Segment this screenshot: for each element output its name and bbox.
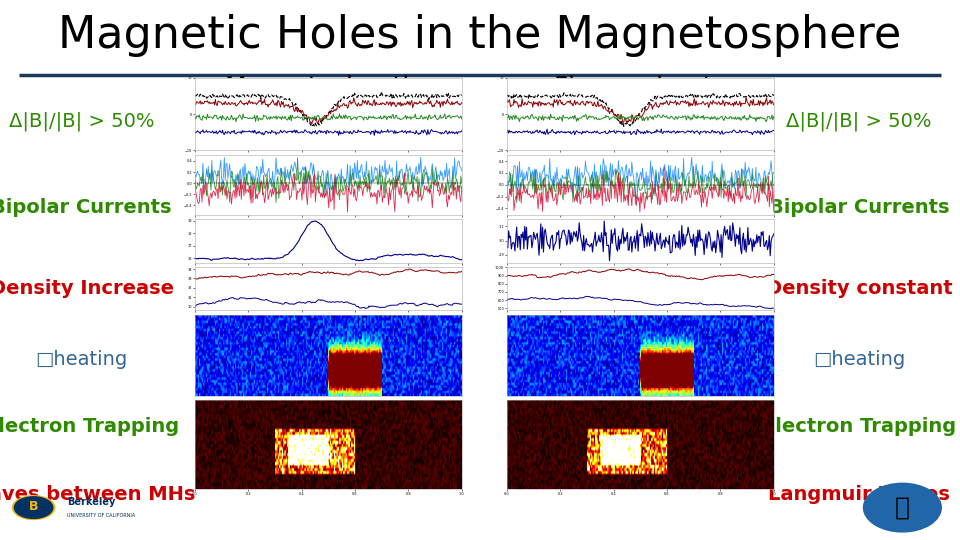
Te,para	[660, 301, 672, 308]
Te,perp	[768, 271, 780, 278]
Te,perp	[502, 272, 514, 279]
Te,perp	[353, 268, 365, 274]
Te,perp	[456, 268, 468, 274]
Line: Te,perp: Te,perp	[195, 269, 462, 279]
Text: Magnetic Holes in the Magnetosphere: Magnetic Holes in the Magnetosphere	[59, 14, 901, 57]
Te,perp	[665, 273, 677, 279]
Te,para	[348, 301, 360, 308]
Te,perp	[189, 275, 201, 282]
Te,para	[581, 293, 592, 300]
Text: Bipolar Currents: Bipolar Currents	[0, 198, 172, 218]
Te,perp	[728, 272, 739, 279]
Text: Δ|B|/|B| > 50%: Δ|B|/|B| > 50%	[786, 112, 932, 131]
Te,para	[189, 303, 201, 309]
Text: Electron Trapping: Electron Trapping	[762, 417, 956, 436]
Te,perp	[416, 267, 427, 274]
Text: Density Increase: Density Increase	[0, 279, 174, 299]
Text: Δ|B|/|B| > 50%: Δ|B|/|B| > 50%	[9, 112, 155, 131]
Text: Magnetosheath: Magnetosheath	[225, 76, 419, 99]
Te,perp	[660, 272, 671, 279]
Text: □heating: □heating	[36, 349, 128, 369]
Te,para	[416, 301, 427, 308]
Te,para	[660, 301, 671, 308]
Te,perp	[501, 272, 513, 279]
Te,perp	[348, 269, 360, 275]
Te,perp	[403, 266, 415, 272]
Te,para	[665, 301, 677, 307]
Text: Waves between MHs: Waves between MHs	[0, 484, 195, 504]
Te,para	[456, 301, 468, 307]
Te,perp	[660, 272, 672, 279]
Circle shape	[12, 496, 55, 519]
Te,para	[727, 303, 738, 309]
Text: UNIVERSITY OF CALIFORNIA: UNIVERSITY OF CALIFORNIA	[67, 513, 135, 518]
Te,perp	[192, 276, 204, 282]
Te,para	[433, 302, 444, 309]
Te,para	[768, 305, 780, 312]
Text: B: B	[29, 500, 38, 513]
Te,perp	[433, 268, 444, 274]
Line: Te,para: Te,para	[195, 298, 462, 308]
Text: Bipolar Currents: Bipolar Currents	[769, 198, 949, 218]
Te,para	[501, 296, 513, 303]
Te,perp	[348, 270, 359, 276]
Te,para	[502, 296, 514, 302]
Text: Plasmasheet: Plasmasheet	[554, 76, 713, 99]
Text: □heating: □heating	[813, 349, 905, 369]
Te,para	[353, 305, 365, 311]
Text: Density constant: Density constant	[766, 279, 952, 299]
Circle shape	[864, 483, 941, 532]
Line: Te,perp: Te,perp	[507, 269, 774, 280]
Te,para	[360, 305, 372, 312]
Text: Electron Trapping: Electron Trapping	[0, 417, 179, 436]
Te,perp	[745, 274, 756, 281]
Te,para	[228, 294, 239, 301]
Text: Berkeley: Berkeley	[67, 497, 115, 507]
Line: Te,para: Te,para	[507, 296, 774, 308]
Circle shape	[14, 497, 53, 518]
Te,para	[744, 303, 756, 309]
Te,para	[765, 305, 777, 312]
Te,perp	[190, 275, 202, 282]
Te,para	[190, 302, 202, 309]
Text: Langmuir Waves: Langmuir Waves	[768, 484, 950, 504]
Te,para	[348, 301, 359, 307]
Te,perp	[696, 276, 708, 283]
Text: 🌍: 🌍	[895, 496, 910, 519]
Te,perp	[623, 266, 635, 272]
